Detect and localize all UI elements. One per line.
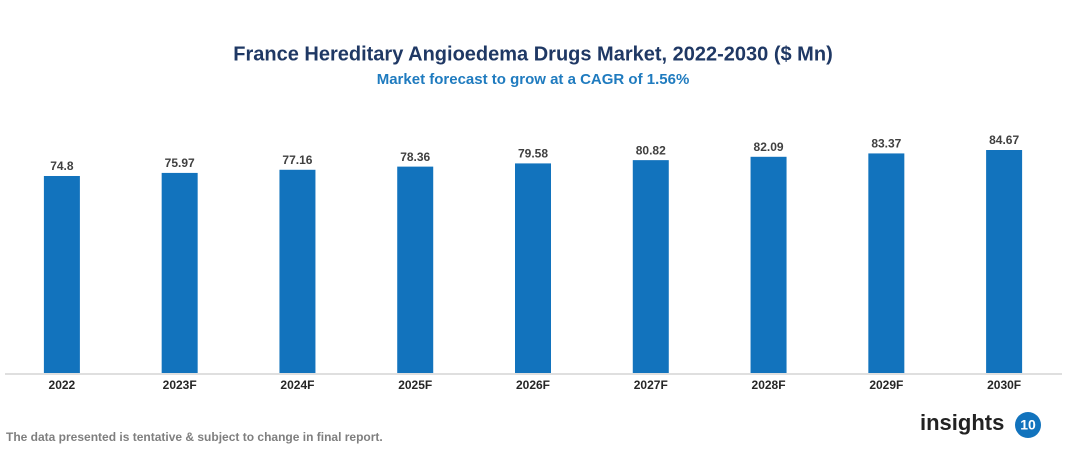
x-tick-label: 2029F (869, 378, 903, 392)
bar (986, 150, 1023, 373)
chart-subtitle: Market forecast to grow at a CAGR of 1.5… (377, 71, 690, 88)
bar (868, 153, 905, 373)
x-tick-label: 2030F (987, 378, 1021, 392)
data-label: 74.8 (50, 159, 74, 173)
data-label: 79.58 (518, 147, 548, 161)
x-tick-label: 2025F (398, 378, 432, 392)
bar (632, 160, 669, 373)
data-label: 80.82 (636, 143, 666, 157)
x-tick-label: 2027F (634, 378, 668, 392)
bar (279, 169, 316, 373)
x-tick-label: 2024F (280, 378, 314, 392)
logo-badge (1015, 412, 1041, 438)
data-label: 75.97 (165, 156, 195, 170)
data-label: 82.09 (754, 140, 784, 154)
data-label: 83.37 (871, 137, 901, 151)
x-tick-label: 2023F (163, 378, 197, 392)
chart-title: France Hereditary Angioedema Drugs Marke… (233, 43, 832, 65)
bar (750, 156, 787, 373)
x-tick-label: 2022 (49, 378, 76, 392)
bar (43, 175, 80, 373)
logo-badge-text: 10 (1020, 417, 1036, 433)
footer-note: The data presented is tentative & subjec… (6, 430, 383, 444)
data-label: 78.36 (400, 150, 430, 164)
x-tick-label: 2026F (516, 378, 550, 392)
data-label: 84.67 (989, 133, 1019, 147)
x-tick-label: 2028F (752, 378, 786, 392)
bar (515, 163, 551, 373)
data-label: 77.16 (282, 153, 312, 167)
logo-text: insights (920, 410, 1004, 435)
bar (161, 172, 198, 373)
bar (397, 166, 434, 373)
